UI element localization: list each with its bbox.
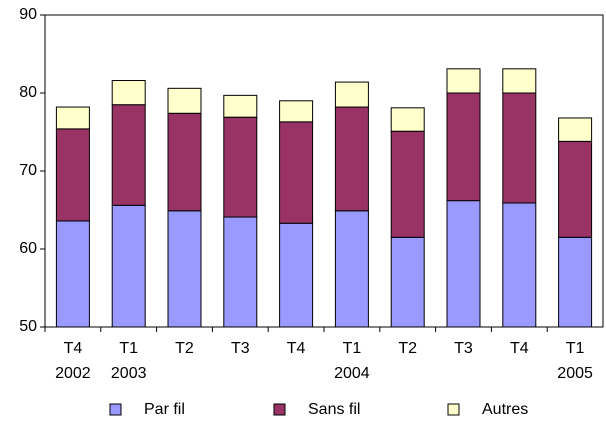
bar-segment: [502, 202, 537, 328]
bar-segment: [390, 236, 425, 328]
bar-segment: [334, 106, 369, 212]
bar-segment: [390, 130, 425, 238]
x-group-label: 2002: [55, 365, 91, 382]
bar-segment: [111, 104, 146, 206]
bar-segment: [111, 204, 146, 328]
bar-segment: [55, 220, 90, 328]
legend-swatch: [273, 403, 286, 416]
bar-segment: [446, 92, 481, 202]
bar-segment: [334, 210, 369, 328]
x-tick-label: T3: [231, 340, 250, 357]
x-tick-label: T4: [287, 340, 306, 357]
x-group-label: 2003: [111, 365, 147, 382]
x-tick-label: T1: [566, 340, 585, 357]
bar-segment: [390, 107, 425, 132]
x-tick-label: T2: [398, 340, 417, 357]
bar-segment: [279, 121, 314, 224]
y-tick-label: 70: [19, 162, 37, 179]
bar-segment: [279, 100, 314, 123]
y-tick-label: 90: [19, 6, 37, 23]
bar-segment: [558, 236, 593, 328]
bar-segment: [558, 140, 593, 238]
bar-segment: [55, 106, 90, 130]
bar-segment: [167, 87, 202, 114]
legend-label: Sans fil: [308, 401, 360, 418]
legend-label: Autres: [482, 401, 528, 418]
bar-segment: [502, 92, 537, 204]
x-group-label: 2005: [557, 365, 593, 382]
plot-frame: [44, 14, 604, 328]
y-tick-label: 60: [19, 240, 37, 257]
legend-swatch: [447, 403, 460, 416]
bar-segment: [502, 68, 537, 94]
x-tick-label: T2: [175, 340, 194, 357]
bar-segment: [223, 116, 258, 218]
bar-segment: [167, 210, 202, 328]
bar-segment: [111, 80, 146, 106]
bar-segment: [55, 128, 90, 222]
bar-segment: [446, 200, 481, 328]
bar-segment: [446, 68, 481, 94]
x-tick-label: T1: [343, 340, 362, 357]
legend-label: Par fil: [144, 401, 185, 418]
bar-segment: [279, 222, 314, 328]
bar-segment: [334, 81, 369, 108]
bar-segment: [558, 117, 593, 142]
x-group-label: 2004: [334, 365, 370, 382]
bar-segment: [223, 216, 258, 328]
bar-segment: [167, 112, 202, 212]
y-tick-label: 80: [19, 84, 37, 101]
bar-segment: [223, 94, 258, 118]
x-tick-label: T4: [510, 340, 529, 357]
x-tick-label: T3: [454, 340, 473, 357]
y-tick-label: 50: [19, 318, 37, 335]
legend-swatch: [109, 403, 122, 416]
x-tick-label: T4: [64, 340, 83, 357]
x-tick-label: T1: [119, 340, 138, 357]
